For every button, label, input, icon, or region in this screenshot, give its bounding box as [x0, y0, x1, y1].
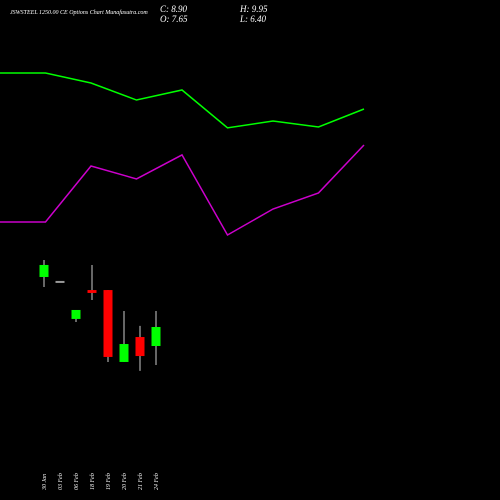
x-tick-label: 19 Feb [106, 473, 112, 490]
candle-body [151, 326, 161, 347]
indicator-line [0, 72, 365, 129]
x-tick-label: 30 Jan [42, 474, 48, 491]
indicator-line [0, 144, 365, 237]
candle-body [119, 344, 129, 362]
candle-body [103, 290, 113, 357]
ohlc-close: C: 8.90 [160, 4, 188, 14]
candle-body [55, 280, 65, 283]
x-tick-label: 21 Feb [138, 473, 144, 490]
candle-body [87, 290, 97, 293]
candle-body [71, 309, 81, 319]
ohlc-low: L: 6.40 [239, 14, 267, 24]
ohlc-open: O: 7.65 [160, 14, 188, 24]
candle-body [39, 264, 49, 277]
x-tick-label: 03 Feb [58, 473, 64, 490]
ohlc-high: H: 9.95 [239, 4, 268, 14]
candle-body [135, 337, 145, 357]
x-tick-label: 06 Feb [74, 473, 80, 490]
x-tick-label: 20 Feb [122, 473, 128, 490]
x-tick-label: 18 Feb [90, 473, 96, 490]
x-tick-label: 24 Feb [153, 473, 160, 490]
chart-title: JSWSTEEL 1250.00 CE Options Chart Munafa… [10, 9, 148, 16]
